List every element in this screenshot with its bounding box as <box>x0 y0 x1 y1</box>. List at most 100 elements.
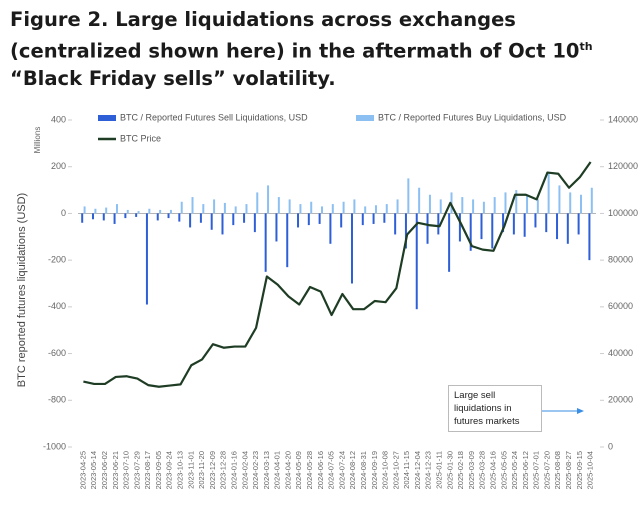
bar <box>383 213 386 223</box>
y2-tick-label: 100000 <box>608 208 638 218</box>
bar <box>210 213 213 230</box>
bar <box>288 199 291 214</box>
x-tick-label: 2024-11-15 <box>402 451 411 489</box>
bar <box>169 209 172 214</box>
bar <box>267 185 270 214</box>
y-tick-label: -600 <box>48 348 66 358</box>
bar <box>480 213 483 240</box>
bar <box>372 213 375 224</box>
bar <box>83 206 86 214</box>
x-tick-label: 2025-05-05 <box>499 451 508 489</box>
x-tick-label: 2025-01-11 <box>435 451 444 489</box>
x-tick-label: 2024-03-13 <box>262 451 271 489</box>
bar <box>277 197 280 214</box>
bar <box>286 213 289 268</box>
x-tick-label: 2024-04-20 <box>283 451 292 489</box>
y-tick-label: 400 <box>51 114 66 124</box>
bar <box>234 206 237 214</box>
bar <box>148 208 151 214</box>
bar <box>523 213 526 237</box>
bar <box>223 202 226 214</box>
x-tick-label: 2024-07-05 <box>327 451 336 489</box>
x-tick-label: 2024-05-28 <box>305 451 314 489</box>
legend-swatch <box>98 115 116 121</box>
y-axis-label: BTC reported futures liquidations (USD) <box>16 193 28 387</box>
bar <box>493 197 496 214</box>
bar <box>113 213 116 224</box>
bar <box>458 213 461 242</box>
x-tick-label: 2023-07-10 <box>122 451 131 489</box>
bar <box>556 213 559 240</box>
bar <box>145 213 148 305</box>
y2-tick-label: 80000 <box>608 255 633 265</box>
x-tick-label: 2023-11-20 <box>197 451 206 489</box>
bar <box>407 178 410 214</box>
title-text: “Black Friday sells” volatility. <box>10 66 336 90</box>
x-tick-label: 2023-12-09 <box>208 451 217 489</box>
annotation-arrowhead <box>577 408 584 414</box>
x-tick-label: 2023-04-25 <box>78 451 87 489</box>
bar <box>307 213 310 226</box>
x-tick-label: 2025-03-09 <box>467 451 476 489</box>
title-superscript: th <box>579 40 593 53</box>
bar <box>580 194 583 214</box>
y2-tick-label: 60000 <box>608 301 633 311</box>
bar <box>515 190 518 214</box>
bar <box>180 201 183 214</box>
title-text: Figure 2. Large liquidations across exch… <box>10 8 580 63</box>
bar <box>264 213 267 272</box>
bar <box>569 192 572 214</box>
x-tick-label: 2023-10-13 <box>176 451 185 489</box>
bar <box>448 213 451 272</box>
x-tick-label: 2025-05-24 <box>510 451 519 489</box>
bar <box>167 213 170 219</box>
chart-title: Figure 2. Large liquidations across exch… <box>10 6 640 92</box>
x-tick-label: 2024-02-23 <box>251 451 260 489</box>
legend-label: BTC / Reported Futures Buy Liquidations,… <box>378 112 567 122</box>
bar <box>178 213 181 222</box>
bar <box>547 173 550 214</box>
annotation: Large sell liquidations in futures marke… <box>448 385 542 432</box>
bar <box>385 204 388 214</box>
y2-tick-label: 20000 <box>608 395 633 405</box>
y-tick-label: -1000 <box>43 441 66 451</box>
bar <box>318 213 321 224</box>
bar <box>199 213 202 223</box>
bar <box>342 201 345 214</box>
bar <box>482 201 485 214</box>
legend-label: BTC / Reported Futures Sell Liquidations… <box>120 112 308 122</box>
bar <box>126 209 129 214</box>
bar <box>418 187 421 214</box>
bar <box>558 185 561 214</box>
y-tick-label: -400 <box>48 301 66 311</box>
bar <box>331 204 334 214</box>
x-tick-label: 2024-12-04 <box>413 451 422 489</box>
y-axis-unit: Millions <box>33 127 42 154</box>
x-tick-label: 2024-08-12 <box>348 451 357 489</box>
bar <box>299 204 302 214</box>
x-tick-label: 2023-06-21 <box>111 451 120 489</box>
x-tick-label: 2024-07-24 <box>337 451 346 489</box>
bar <box>536 199 539 214</box>
bar <box>81 213 84 223</box>
y-tick-label: -800 <box>48 395 66 405</box>
bar <box>502 213 505 233</box>
bar <box>275 213 278 242</box>
bar <box>91 213 94 220</box>
bar <box>102 213 105 221</box>
y-tick-label: 0 <box>61 208 66 218</box>
bar <box>213 199 216 214</box>
x-tick-label: 2025-07-20 <box>542 451 551 489</box>
bar <box>396 199 399 214</box>
bar <box>297 213 300 228</box>
y-tick-label: -200 <box>48 255 66 265</box>
x-tick-label: 2023-06-02 <box>100 451 109 489</box>
bar <box>115 204 118 214</box>
x-tick-label: 2024-10-27 <box>391 451 400 489</box>
y-tick-label: 200 <box>51 161 66 171</box>
bar <box>256 192 259 214</box>
bar <box>202 204 205 214</box>
bar <box>374 205 377 214</box>
bar <box>321 206 324 214</box>
x-tick-label: 2025-07-01 <box>532 451 541 489</box>
